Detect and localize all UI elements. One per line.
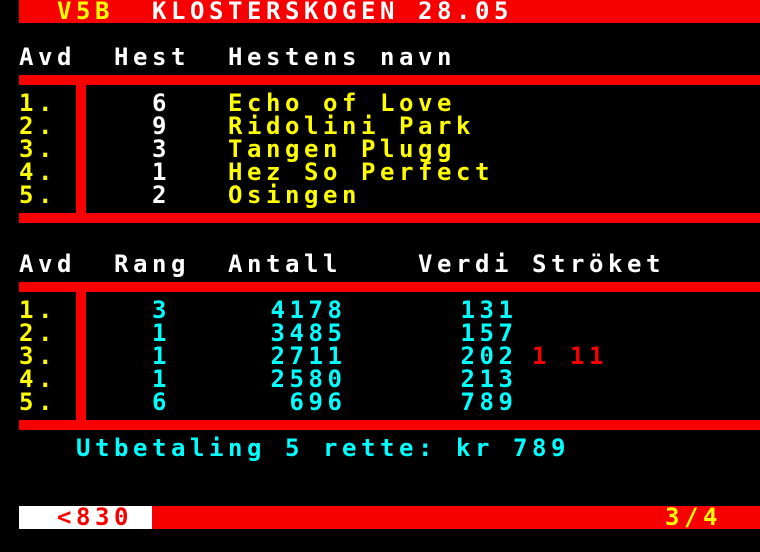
horses-row-navn: Tangen Plugg bbox=[228, 135, 456, 163]
game-code: V5B bbox=[57, 0, 114, 25]
results-row-verdi: 131 bbox=[460, 296, 518, 324]
horses-row-avd: 5. bbox=[19, 181, 57, 209]
results-header-stroket: Ströket bbox=[532, 250, 665, 278]
footer-page-ref-box bbox=[19, 506, 152, 529]
footer-page-ref[interactable]: <830 bbox=[57, 503, 133, 531]
footer-bar bbox=[152, 506, 760, 529]
horses-row-hest: 6 bbox=[152, 89, 171, 117]
results-row-antall: 4178 bbox=[270, 296, 347, 324]
results-row-antall: 3485 bbox=[270, 319, 347, 347]
results-row-rang: 1 bbox=[152, 319, 171, 347]
horses-row-hest: 1 bbox=[152, 158, 171, 186]
results-row-avd: 1. bbox=[19, 296, 57, 324]
results-row-verdi: 789 bbox=[460, 388, 518, 416]
payout-line: Utbetaling 5 rette: kr 789 bbox=[76, 434, 570, 462]
horses-row-hest: 9 bbox=[152, 112, 171, 140]
results-row-avd: 2. bbox=[19, 319, 57, 347]
horses-header-navn: Hestens navn bbox=[228, 43, 456, 71]
results-row-verdi: 202 bbox=[460, 342, 518, 370]
horses-row-avd: 2. bbox=[19, 112, 57, 140]
results-row-verdi: 157 bbox=[460, 319, 518, 347]
results-row-rang: 1 bbox=[152, 342, 171, 370]
results-header-antall: Antall bbox=[228, 250, 342, 278]
results-row-rang: 3 bbox=[152, 296, 171, 324]
separator-bottom-results bbox=[19, 420, 760, 430]
results-row-rang: 6 bbox=[152, 388, 171, 416]
separator-top-results bbox=[19, 282, 760, 292]
horses-row-avd: 3. bbox=[19, 135, 57, 163]
divider-vertical-horses bbox=[76, 75, 86, 223]
separator-bottom-horses bbox=[19, 213, 760, 223]
results-row-avd: 5. bbox=[19, 388, 57, 416]
horses-row-avd: 4. bbox=[19, 158, 57, 186]
results-header-avd: Avd bbox=[19, 250, 76, 278]
results-row-verdi: 213 bbox=[460, 365, 518, 393]
results-header-rang: Rang bbox=[114, 250, 190, 278]
page-title: KLOSTERSKOGEN 28.05 bbox=[152, 0, 513, 25]
horses-row-hest: 2 bbox=[152, 181, 171, 209]
separator-top-horses bbox=[19, 75, 760, 85]
horses-row-navn: Ridolini Park bbox=[228, 112, 475, 140]
horses-row-navn: Echo of Love bbox=[228, 89, 456, 117]
results-row-avd: 3. bbox=[19, 342, 57, 370]
results-row-avd: 4. bbox=[19, 365, 57, 393]
divider-vertical-results bbox=[76, 282, 86, 430]
horses-row-navn: Osingen bbox=[228, 181, 361, 209]
horses-header-avd: Avd bbox=[19, 43, 76, 71]
results-header-verdi: Verdi bbox=[418, 250, 513, 278]
horses-row-avd: 1. bbox=[19, 89, 57, 117]
results-row-stroket: 1 11 bbox=[532, 342, 608, 370]
horses-row-navn: Hez So Perfect bbox=[228, 158, 494, 186]
results-row-antall: 696 bbox=[289, 388, 347, 416]
results-row-antall: 2711 bbox=[270, 342, 347, 370]
horses-row-hest: 3 bbox=[152, 135, 171, 163]
footer-subpage-indicator: 3/4 bbox=[665, 503, 722, 531]
results-row-antall: 2580 bbox=[270, 365, 347, 393]
horses-header-hest: Hest bbox=[114, 43, 190, 71]
title-bar bbox=[19, 0, 760, 23]
results-row-rang: 1 bbox=[152, 365, 171, 393]
